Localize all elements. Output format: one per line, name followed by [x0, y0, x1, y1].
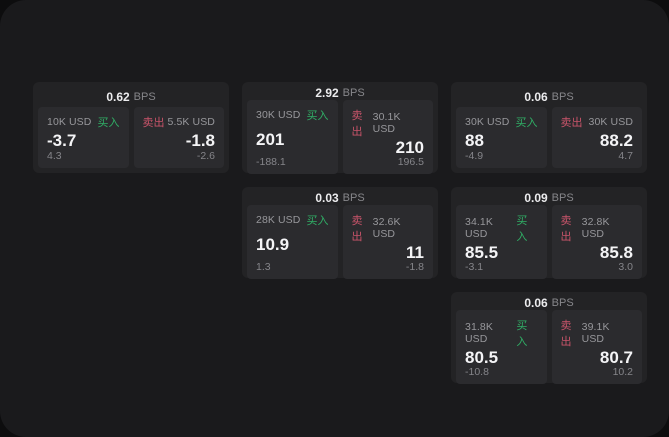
- spread-value: 0.62: [106, 89, 130, 104]
- sell-price: 11: [406, 243, 424, 262]
- spread-header: 0.06 BPS: [456, 296, 642, 310]
- buy-price: -3.7: [47, 130, 77, 150]
- quote-card: 2.92 BPS 30K USD 买入 201 -188.1 卖出 30.1K …: [242, 82, 438, 174]
- spread-value: 0.03: [315, 191, 339, 205]
- buy-panel[interactable]: 10K USD 买入 -3.7 4.3: [38, 107, 129, 168]
- spread-unit: BPS: [133, 90, 156, 103]
- sell-panel[interactable]: 卖出 39.1K USD 80.7 10.2: [551, 310, 642, 384]
- buy-price: 80.5: [465, 348, 499, 367]
- buy-side-label: 买入: [97, 117, 120, 129]
- sell-amount: 32.8K USD: [581, 216, 610, 240]
- sell-price: 210: [395, 138, 424, 157]
- spread-header: 0.62 BPS: [38, 86, 224, 107]
- buy-side-label: 买入: [306, 110, 329, 122]
- buy-amount: 10K USD: [47, 116, 92, 128]
- buy-side-label: 买入: [516, 320, 528, 348]
- buy-side-label: 买入: [306, 215, 329, 227]
- buy-amount: 30K USD: [465, 116, 510, 128]
- spread-unit: BPS: [551, 90, 574, 103]
- quote-card: 0.03 BPS 28K USD 买入 10.9 1.3 卖出 32.6K US…: [242, 187, 438, 279]
- buy-panel[interactable]: 30K USD 买入 88 -4.9: [456, 107, 547, 168]
- quote-card: 0.06 BPS 31.8K USD 买入 80.5 -10.8 卖出 39.1…: [451, 292, 647, 384]
- buy-side-label: 买入: [515, 117, 538, 129]
- spread-header: 0.06 BPS: [456, 86, 642, 107]
- buy-amount: 31.8K USD: [465, 321, 493, 345]
- buy-delta: -10.8: [465, 366, 489, 378]
- sell-panel[interactable]: 卖出 32.8K USD 85.8 3.0: [551, 205, 642, 279]
- buy-amount: 34.1K USD: [465, 216, 493, 240]
- buy-amount: 30K USD: [256, 109, 301, 121]
- quote-card: 0.62 BPS 10K USD 买入 -3.7 4.3 卖出 5.5K USD: [33, 82, 229, 173]
- sell-side-label: 卖出: [560, 117, 583, 129]
- sell-delta: -1.8: [405, 261, 424, 273]
- sell-price: 85.8: [599, 243, 633, 262]
- spread-header: 0.09 BPS: [456, 191, 642, 205]
- spread-value: 0.06: [524, 296, 548, 310]
- sell-panel[interactable]: 卖出 30K USD 88.2 4.7: [551, 107, 642, 168]
- buy-price: 88: [465, 130, 484, 150]
- sell-delta: 10.2: [612, 366, 633, 378]
- buy-price: 10.9: [256, 235, 290, 254]
- sell-side-label: 卖出: [560, 320, 572, 348]
- sell-price: 80.7: [599, 348, 633, 367]
- buy-delta: 4.3: [47, 150, 62, 162]
- quote-card: 0.06 BPS 30K USD 买入 88 -4.9 卖出 30K USD: [451, 82, 647, 173]
- sell-delta: 196.5: [397, 156, 424, 168]
- buy-price: 85.5: [465, 243, 499, 262]
- quote-cards-grid: 0.62 BPS 10K USD 买入 -3.7 4.3 卖出 5.5K USD: [33, 82, 647, 384]
- buy-delta: -4.9: [465, 150, 484, 162]
- buy-amount: 28K USD: [256, 214, 301, 226]
- sell-amount: 30.1K USD: [372, 111, 401, 135]
- spread-unit: BPS: [551, 297, 574, 309]
- buy-panel[interactable]: 30K USD 买入 201 -188.1: [247, 100, 338, 174]
- sell-amount: 5.5K USD: [167, 116, 215, 128]
- buy-price: 201: [256, 130, 285, 149]
- buy-delta: 1.3: [256, 261, 271, 273]
- buy-delta: -188.1: [256, 156, 286, 168]
- sell-delta: 3.0: [618, 261, 633, 273]
- buy-panel[interactable]: 34.1K USD 买入 85.5 -3.1: [456, 205, 547, 279]
- sell-side-label: 卖出: [142, 117, 165, 129]
- sell-panel[interactable]: 卖出 32.6K USD 11 -1.8: [342, 205, 433, 279]
- spread-unit: BPS: [342, 192, 365, 204]
- spread-unit: BPS: [342, 87, 365, 99]
- sell-side-label: 卖出: [351, 110, 363, 138]
- sell-delta: -2.6: [196, 150, 215, 162]
- sell-amount: 39.1K USD: [581, 321, 610, 345]
- sell-price: 88.2: [599, 130, 633, 150]
- spread-header: 2.92 BPS: [247, 86, 433, 100]
- sell-amount: 32.6K USD: [372, 216, 401, 240]
- sell-panel[interactable]: 卖出 5.5K USD -1.8 -2.6: [133, 107, 224, 168]
- spread-value: 0.09: [524, 191, 548, 205]
- sell-panel[interactable]: 卖出 30.1K USD 210 196.5: [342, 100, 433, 174]
- sell-amount: 30K USD: [588, 116, 633, 128]
- spread-value: 0.06: [524, 89, 548, 104]
- buy-side-label: 买入: [516, 215, 528, 243]
- sell-delta: 4.7: [618, 150, 633, 162]
- quote-card: 0.09 BPS 34.1K USD 买入 85.5 -3.1 卖出 32.8K…: [451, 187, 647, 279]
- spread-value: 2.92: [315, 86, 339, 100]
- buy-panel[interactable]: 28K USD 买入 10.9 1.3: [247, 205, 338, 279]
- spread-unit: BPS: [551, 192, 574, 204]
- sell-price: -1.8: [185, 130, 215, 150]
- sell-side-label: 卖出: [560, 215, 572, 243]
- buy-panel[interactable]: 31.8K USD 买入 80.5 -10.8: [456, 310, 547, 384]
- sell-side-label: 卖出: [351, 215, 363, 243]
- spread-header: 0.03 BPS: [247, 191, 433, 205]
- buy-delta: -3.1: [465, 261, 484, 273]
